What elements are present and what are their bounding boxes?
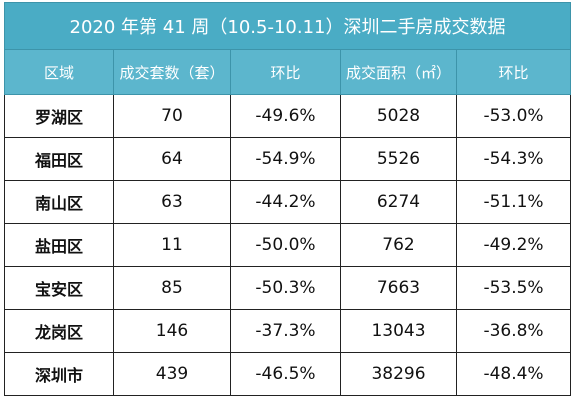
value-cell: 146 [113, 309, 231, 353]
table-body: 2020 年第 41 周（10.5-10.11）深圳二手房成交数据 区域 成交套数… [3, 2, 572, 396]
value-cell: 11 [113, 223, 231, 267]
table-title: 2020 年第 41 周（10.5-10.11）深圳二手房成交数据 [3, 2, 572, 50]
data-row: 深圳市 439 -46.5% 38296 -48.4% [4, 352, 572, 396]
value-cell: 5028 [340, 94, 457, 138]
value-cell: -37.3% [230, 309, 341, 353]
header-cell: 区域 [4, 49, 114, 95]
header-cell: 环比 [230, 49, 341, 95]
value-cell: -53.0% [455, 94, 572, 138]
value-cell: -53.5% [455, 266, 572, 310]
value-cell: 64 [113, 137, 231, 181]
header-row: 区域 成交套数（套） 环比 成交面积（㎡） 环比 [4, 49, 572, 95]
region-cell: 罗湖区 [4, 94, 114, 138]
value-cell: -49.2% [455, 223, 572, 267]
value-cell: 762 [340, 223, 457, 267]
table-container: 2020 年第 41 周（10.5-10.11）深圳二手房成交数据 区域 成交套数… [3, 2, 572, 396]
header-cell: 成交面积（㎡） [340, 49, 457, 95]
value-cell: -50.0% [230, 223, 341, 267]
value-cell: -49.6% [230, 94, 341, 138]
value-cell: -44.2% [230, 180, 341, 224]
value-cell: 38296 [340, 352, 457, 396]
region-cell: 龙岗区 [4, 309, 114, 353]
data-row: 盐田区 11 -50.0% 762 -49.2% [4, 223, 572, 267]
value-cell: 63 [113, 180, 231, 224]
value-cell: -51.1% [455, 180, 572, 224]
title-row: 2020 年第 41 周（10.5-10.11）深圳二手房成交数据 [3, 2, 572, 50]
value-cell: -54.9% [230, 137, 341, 181]
region-cell: 南山区 [4, 180, 114, 224]
value-cell: -46.5% [230, 352, 341, 396]
data-row: 福田区 64 -54.9% 5526 -54.3% [4, 137, 572, 181]
value-cell: -54.3% [455, 137, 572, 181]
value-cell: 85 [113, 266, 231, 310]
header-cell: 成交套数（套） [113, 49, 231, 95]
value-cell: 439 [113, 352, 231, 396]
header-cell: 环比 [455, 49, 572, 95]
region-cell: 盐田区 [4, 223, 114, 267]
value-cell: 7663 [340, 266, 457, 310]
data-table: 2020 年第 41 周（10.5-10.11）深圳二手房成交数据 区域 成交套数… [3, 2, 572, 396]
data-row: 罗湖区 70 -49.6% 5028 -53.0% [4, 94, 572, 138]
value-cell: -50.3% [230, 266, 341, 310]
region-cell: 深圳市 [4, 352, 114, 396]
data-row: 龙岗区 146 -37.3% 13043 -36.8% [4, 309, 572, 353]
data-row: 宝安区 85 -50.3% 7663 -53.5% [4, 266, 572, 310]
value-cell: -36.8% [455, 309, 572, 353]
data-row: 南山区 63 -44.2% 6274 -51.1% [4, 180, 572, 224]
value-cell: 70 [113, 94, 231, 138]
region-cell: 福田区 [4, 137, 114, 181]
value-cell: 6274 [340, 180, 457, 224]
region-cell: 宝安区 [4, 266, 114, 310]
value-cell: -48.4% [455, 352, 572, 396]
value-cell: 13043 [340, 309, 457, 353]
value-cell: 5526 [340, 137, 457, 181]
